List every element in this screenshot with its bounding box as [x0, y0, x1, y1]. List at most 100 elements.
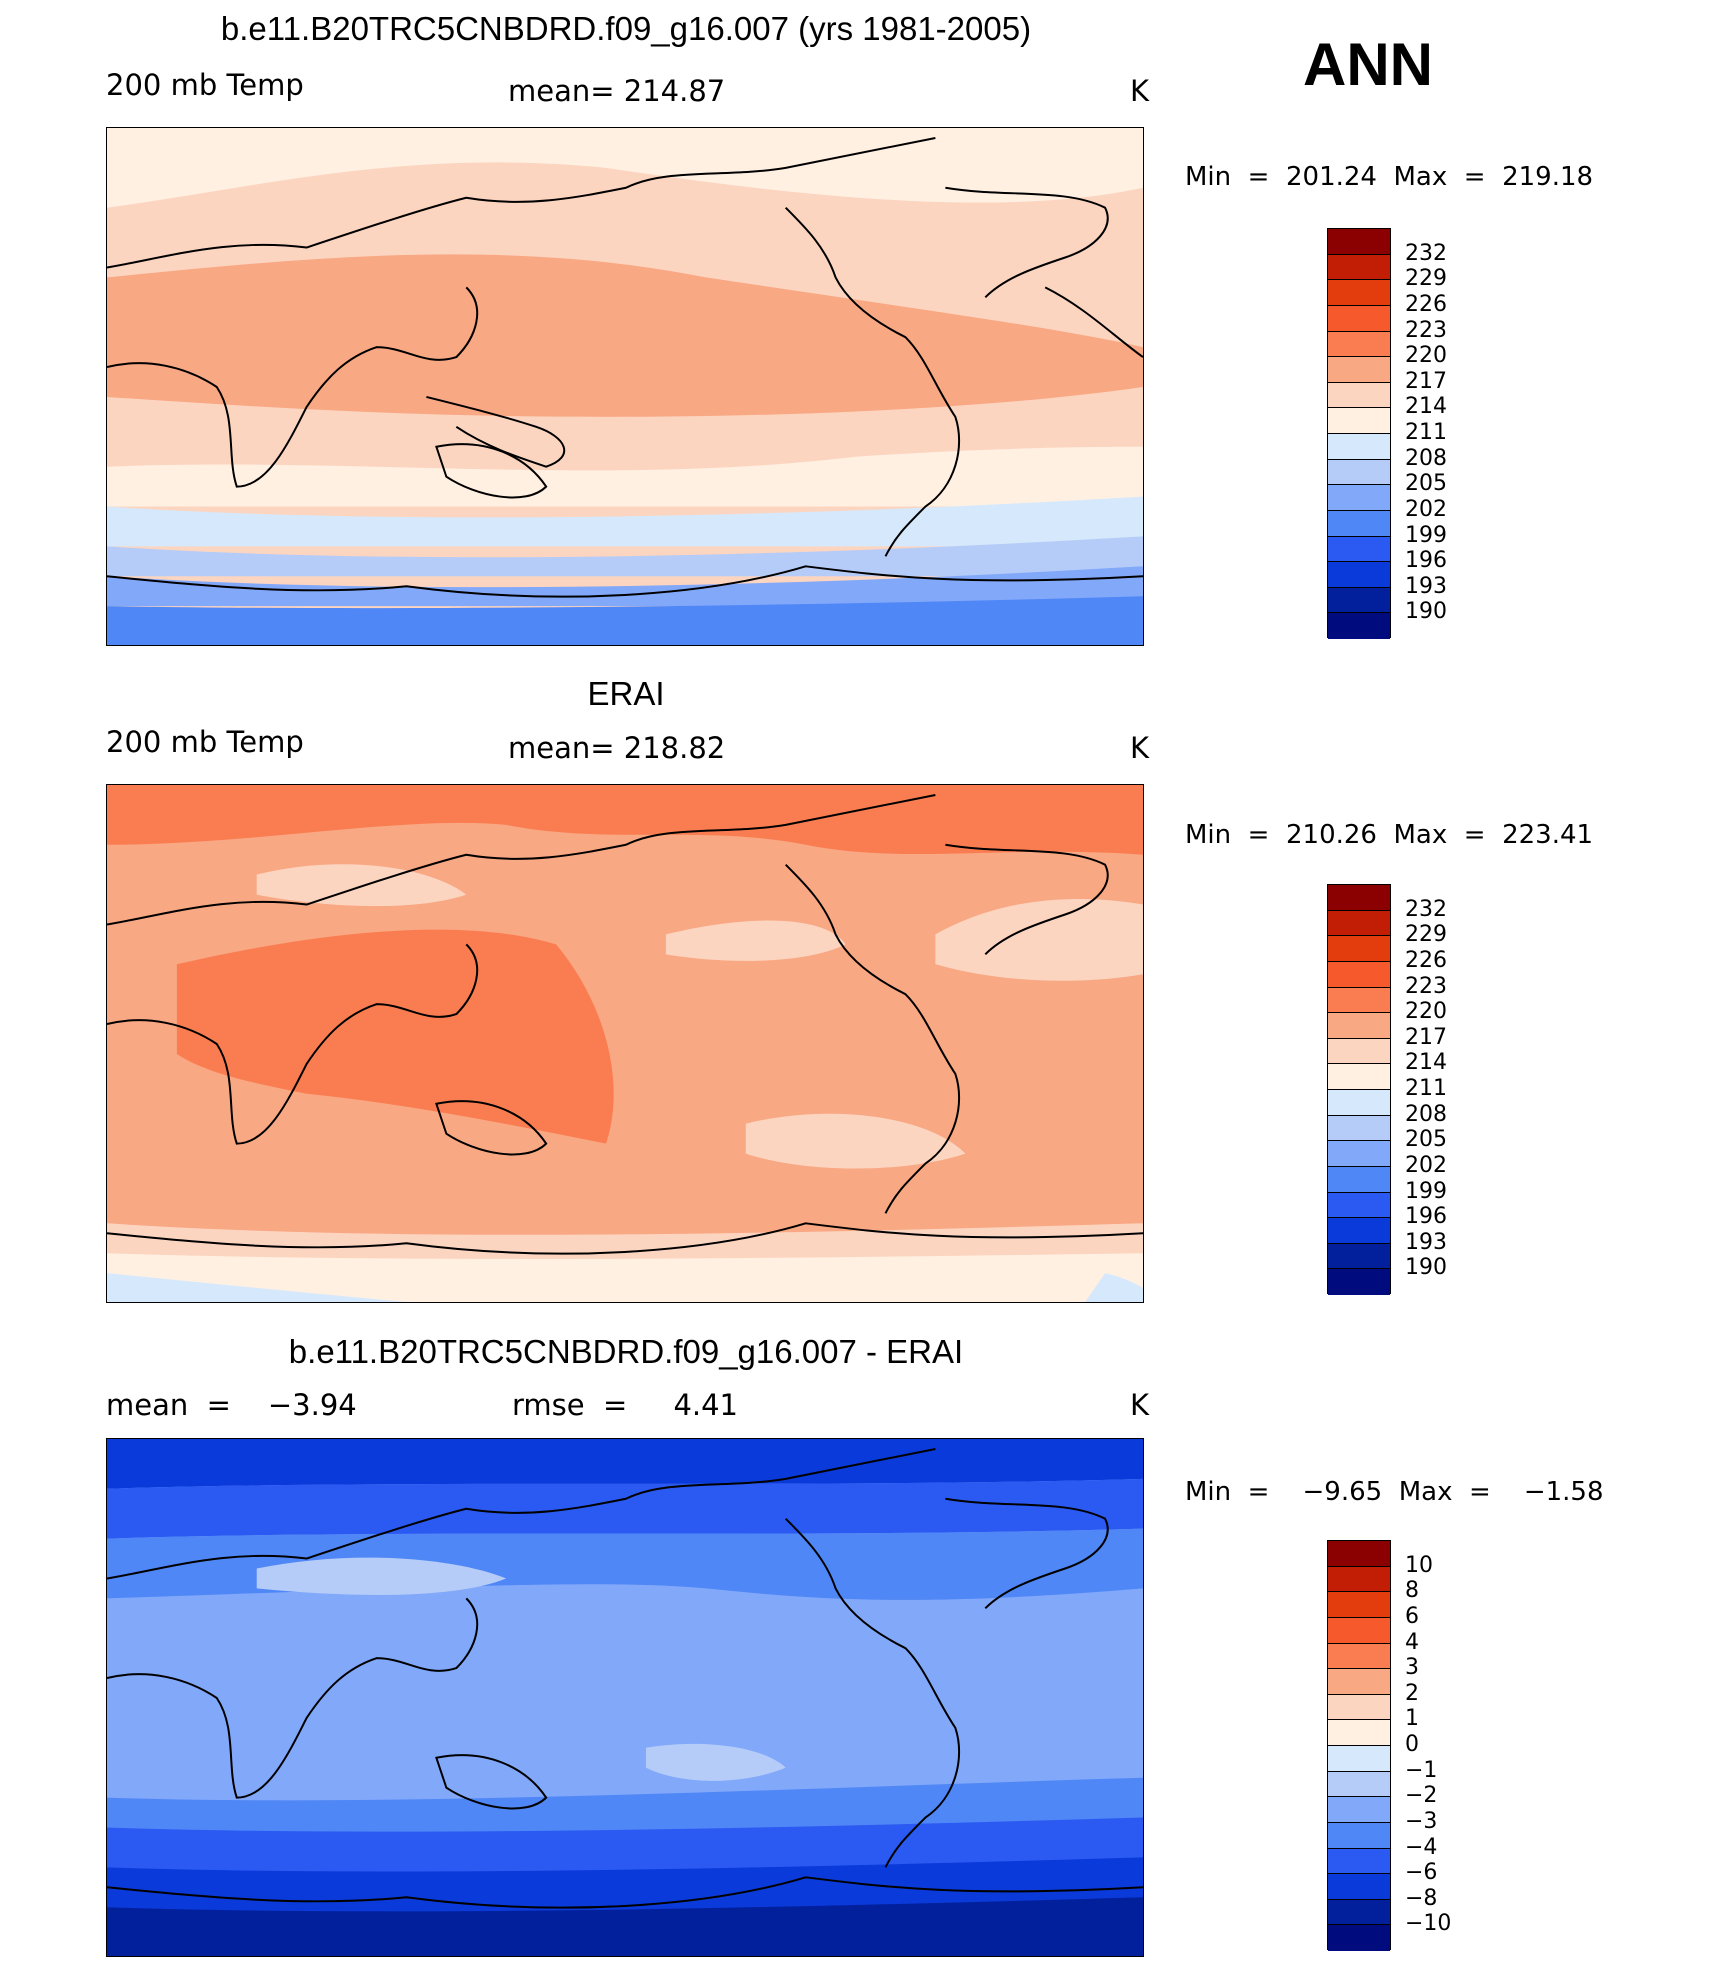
- panel-2-minmax: Min = 210.26 Max = 223.41: [1185, 820, 1594, 850]
- colorbar-tick-label: 229: [1405, 266, 1447, 292]
- colorbar-swatch: [1328, 1874, 1390, 1900]
- colorbar-swatch: [1328, 1064, 1390, 1090]
- panel-1-variable-label: 200 mb Temp: [106, 68, 304, 102]
- colorbar-tick-label: 193: [1405, 1229, 1447, 1255]
- colorbar-swatch: [1328, 587, 1390, 614]
- colorbar-tick-label: 211: [1405, 420, 1447, 445]
- panel-2-units-label: K: [1130, 731, 1150, 765]
- colorbar-tick-label: 1: [1405, 1706, 1419, 1732]
- colorbar-swatch: [1328, 485, 1390, 511]
- colorbar-swatch: [1328, 1115, 1390, 1142]
- colorbar-swatch: [1328, 1746, 1390, 1772]
- colorbar-swatch: [1328, 562, 1390, 588]
- panel-3-mean-label: mean = −3.94: [106, 1388, 357, 1422]
- colorbar-tick-label: 232: [1405, 896, 1447, 922]
- colorbar-swatch: [1328, 1541, 1390, 1567]
- colorbar-tick-label: 199: [1405, 1178, 1447, 1204]
- colorbar-tick-label: −8: [1405, 1885, 1438, 1911]
- colorbar-swatch: [1328, 936, 1390, 962]
- colorbar-swatch: [1328, 1899, 1390, 1926]
- panel-1-minmax: Min = 201.24 Max = 219.18: [1185, 162, 1594, 192]
- colorbar-swatch: [1328, 382, 1390, 409]
- colorbar-swatch: [1328, 1925, 1390, 1951]
- colorbar-swatch: [1328, 1269, 1390, 1295]
- colorbar-swatch: [1328, 1617, 1390, 1644]
- colorbar-tick-label: 4: [1405, 1629, 1419, 1655]
- colorbar-tick-label: −6: [1405, 1860, 1438, 1886]
- panel-2-colorbar: [1327, 884, 1391, 1295]
- colorbar-swatch: [1328, 459, 1390, 486]
- colorbar-tick-label: 190: [1405, 599, 1447, 625]
- colorbar-tick-label: 10: [1405, 1552, 1433, 1578]
- colorbar-swatch: [1328, 885, 1390, 911]
- colorbar-tick-label: 223: [1405, 317, 1447, 343]
- colorbar-tick-label: 193: [1405, 573, 1447, 599]
- colorbar-tick-label: 229: [1405, 922, 1447, 948]
- panel-1-title: b.e11.B20TRC5CNBDRD.f09_g16.007 (yrs 198…: [220, 10, 1032, 47]
- colorbar-swatch: [1328, 331, 1390, 358]
- colorbar-swatch: [1328, 1038, 1390, 1065]
- panel-1-colorbar: [1327, 228, 1391, 639]
- colorbar-tick-label: 205: [1405, 1127, 1447, 1153]
- colorbar-swatch: [1328, 1013, 1390, 1039]
- colorbar-swatch: [1328, 1218, 1390, 1244]
- colorbar-swatch: [1328, 1243, 1390, 1270]
- colorbar-tick-label: 6: [1405, 1603, 1419, 1629]
- colorbar-tick-label: −10: [1405, 1911, 1452, 1937]
- colorbar-tick-label: −2: [1405, 1783, 1438, 1809]
- colorbar-tick-label: 190: [1405, 1255, 1447, 1281]
- colorbar-swatch: [1328, 1848, 1390, 1875]
- colorbar-tick-label: −1: [1405, 1757, 1438, 1783]
- colorbar-tick-label: 226: [1405, 291, 1447, 317]
- colorbar-swatch: [1328, 987, 1390, 1014]
- colorbar-tick-label: 205: [1405, 471, 1447, 497]
- colorbar-swatch: [1328, 910, 1390, 937]
- colorbar-tick-label: 217: [1405, 368, 1447, 394]
- colorbar-tick-label: 199: [1405, 522, 1447, 548]
- colorbar-tick-label: 202: [1405, 496, 1447, 522]
- colorbar-tick-label: 232: [1405, 240, 1447, 266]
- panel-3-rmse-label: rmse = 4.41: [512, 1388, 739, 1422]
- colorbar-swatch: [1328, 434, 1390, 460]
- colorbar-tick-label: −3: [1405, 1808, 1438, 1834]
- colorbar-swatch: [1328, 280, 1390, 306]
- colorbar-tick-label: −4: [1405, 1834, 1438, 1860]
- panel-3-title: b.e11.B20TRC5CNBDRD.f09_g16.007 - ERAI: [288, 1333, 964, 1370]
- colorbar-tick-label: 223: [1405, 973, 1447, 999]
- colorbar-tick-label: 196: [1405, 548, 1447, 574]
- colorbar-tick-label: 208: [1405, 1101, 1447, 1127]
- colorbar-tick-label: 2: [1405, 1680, 1419, 1706]
- colorbar-tick-label: 8: [1405, 1578, 1419, 1604]
- colorbar-swatch: [1328, 536, 1390, 563]
- colorbar-swatch: [1328, 1592, 1390, 1618]
- colorbar-swatch: [1328, 357, 1390, 383]
- colorbar-swatch: [1328, 1566, 1390, 1593]
- colorbar-swatch: [1328, 961, 1390, 988]
- colorbar-swatch: [1328, 1720, 1390, 1746]
- colorbar-swatch: [1328, 510, 1390, 537]
- colorbar-tick-label: 208: [1405, 445, 1447, 471]
- panel-1-map: [106, 127, 1144, 646]
- colorbar-tick-label: 214: [1405, 394, 1447, 420]
- panel-3-map: [106, 1438, 1144, 1957]
- colorbar-swatch: [1328, 1797, 1390, 1823]
- colorbar-swatch: [1328, 1090, 1390, 1116]
- colorbar-swatch: [1328, 613, 1390, 639]
- colorbar-swatch: [1328, 305, 1390, 332]
- colorbar-swatch: [1328, 1669, 1390, 1695]
- panel-2-map: [106, 784, 1144, 1303]
- colorbar-tick-label: 217: [1405, 1024, 1447, 1050]
- colorbar-tick-label: 202: [1405, 1152, 1447, 1178]
- panel-2-mean-label: mean= 218.82: [508, 731, 726, 765]
- colorbar-swatch: [1328, 1643, 1390, 1670]
- panel-3-minmax: Min = −9.65 Max = −1.58: [1185, 1477, 1604, 1507]
- panel-3-colorbar: [1327, 1540, 1391, 1951]
- panel-2-variable-label: 200 mb Temp: [106, 725, 304, 759]
- colorbar-swatch: [1328, 1694, 1390, 1721]
- panel-1-units-label: K: [1130, 74, 1150, 108]
- panel-1-mean-label: mean= 214.87: [508, 74, 726, 108]
- colorbar-swatch: [1328, 1166, 1390, 1193]
- season-label: ANN: [1303, 31, 1433, 98]
- panel-2-title: ERAI: [587, 675, 665, 712]
- colorbar-swatch: [1328, 254, 1390, 281]
